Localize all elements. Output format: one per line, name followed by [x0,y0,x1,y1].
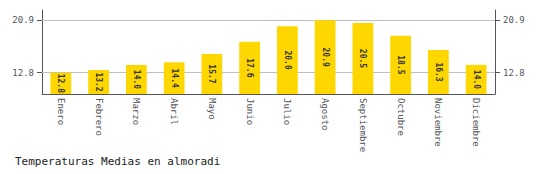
svg-text:20.9: 20.9 [321,48,330,67]
svg-text:13.2: 13.2 [94,72,103,91]
svg-text:20.0: 20.0 [283,50,292,69]
svg-text:Septiembre: Septiembre [358,98,368,152]
svg-text:14.4: 14.4 [170,69,179,88]
svg-text:Temperaturas Medias en almorad: Temperaturas Medias en almoradi [15,155,220,168]
svg-text:20.9: 20.9 [503,15,525,25]
svg-text:16.3: 16.3 [434,62,443,81]
svg-text:Enero: Enero [56,98,66,125]
svg-text:12.8: 12.8 [12,68,34,78]
svg-text:17.6: 17.6 [245,58,254,77]
svg-text:15.7: 15.7 [207,64,216,83]
svg-text:12.8: 12.8 [56,74,65,93]
svg-text:Diciembre: Diciembre [471,98,481,147]
svg-text:12.8: 12.8 [503,68,525,78]
svg-text:18.5: 18.5 [396,55,405,74]
svg-text:20.9: 20.9 [12,15,34,25]
svg-text:Octubre: Octubre [396,98,406,136]
svg-text:14.0: 14.0 [132,70,141,89]
svg-text:Noviembre: Noviembre [433,98,443,147]
svg-text:Febrero: Febrero [94,98,104,136]
svg-text:20.5: 20.5 [358,49,367,68]
svg-text:Julio: Julio [282,98,292,125]
svg-text:Agosto: Agosto [320,98,330,131]
svg-text:14.0: 14.0 [472,70,481,89]
svg-text:Mayo: Mayo [207,98,217,120]
svg-text:Marzo: Marzo [131,98,141,125]
svg-text:Abril: Abril [169,98,179,125]
svg-text:Junio: Junio [245,98,255,125]
